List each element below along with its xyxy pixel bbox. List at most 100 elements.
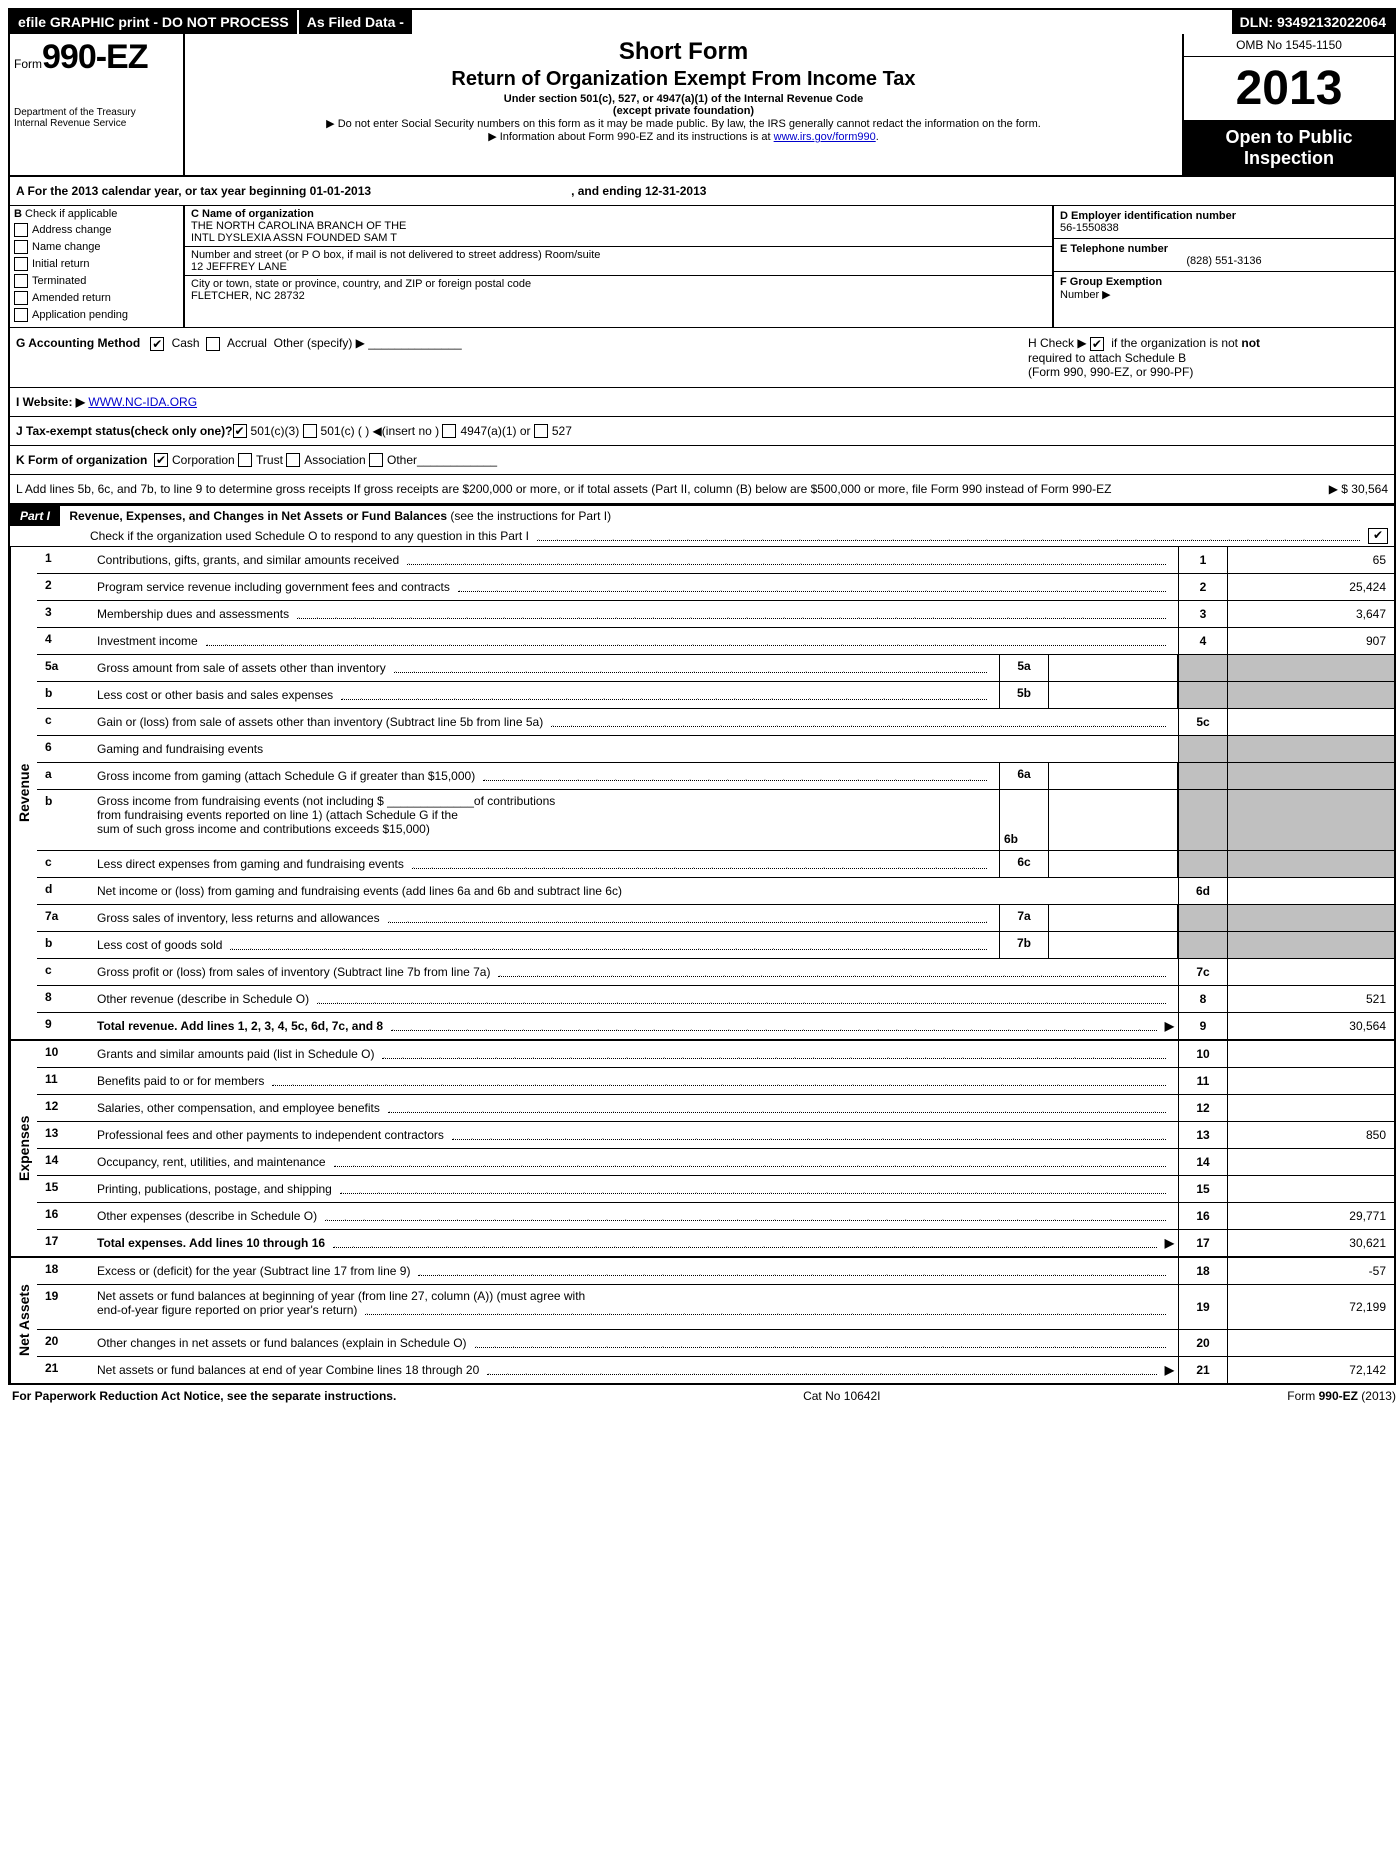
check-amended[interactable]: Amended return (14, 291, 179, 305)
line-box: 16 (1178, 1203, 1227, 1229)
dln-label: DLN: 93492132022064 (1232, 10, 1394, 34)
phone-block: E Telephone number (828) 551-3136 (1054, 239, 1394, 272)
line-val: 30,621 (1227, 1230, 1394, 1256)
line-val: 72,142 (1227, 1357, 1394, 1383)
line-box-grey (1178, 851, 1227, 877)
check-501c[interactable] (303, 424, 317, 438)
check-accrual[interactable] (206, 337, 220, 351)
netassets-lines: 18 Excess or (deficit) for the year (Sub… (37, 1258, 1394, 1383)
section-h: H Check ▶ if the organization is not not… (1028, 336, 1388, 379)
line-box: 10 (1178, 1041, 1227, 1067)
line-val: 65 (1227, 547, 1394, 573)
line-box: 5c (1178, 709, 1227, 735)
line-9: 9 Total revenue. Add lines 1, 2, 3, 4, 5… (37, 1012, 1394, 1039)
line-num: 19 (37, 1285, 93, 1329)
line-box-grey (1178, 905, 1227, 931)
line-11: 11 Benefits paid to or for members 11 (37, 1067, 1394, 1094)
line-box: 2 (1178, 574, 1227, 600)
line-desc: Benefits paid to or for members (97, 1074, 264, 1088)
line-6d: d Net income or (loss) from gaming and f… (37, 877, 1394, 904)
line-val (1227, 1068, 1394, 1094)
check-h[interactable] (1090, 337, 1104, 351)
line-desc: Net assets or fund balances at end of ye… (97, 1363, 479, 1377)
line-val (1227, 1095, 1394, 1121)
line-box: 9 (1178, 1013, 1227, 1039)
i-label: I Website: ▶ (16, 395, 85, 409)
section-k: K Form of organization Corporation Trust… (10, 446, 1394, 475)
line-val: -57 (1227, 1258, 1394, 1284)
check-terminated[interactable]: Terminated (14, 274, 179, 288)
irs-link[interactable]: www.irs.gov/form990 (774, 131, 876, 143)
line-desc: Other expenses (describe in Schedule O) (97, 1209, 317, 1223)
line-num: 20 (37, 1330, 93, 1356)
line-desc: Total expenses. Add lines 10 through 16 (97, 1236, 325, 1250)
l-amount: ▶ $ 30,564 (1238, 482, 1388, 496)
check-address-change[interactable]: Address change (14, 223, 179, 237)
city-label: City or town, state or province, country… (191, 278, 1046, 290)
line-desc: Program service revenue including govern… (97, 580, 450, 594)
check-501c3[interactable] (233, 424, 247, 438)
line-8: 8 Other revenue (describe in Schedule O)… (37, 985, 1394, 1012)
sub-box: 6a (999, 763, 1049, 789)
line-17: 17 Total expenses. Add lines 10 through … (37, 1229, 1394, 1256)
revenue-vlabel: Revenue (10, 547, 37, 1039)
check-other[interactable] (369, 453, 383, 467)
check-4947[interactable] (442, 424, 456, 438)
line-desc: Grants and similar amounts paid (list in… (97, 1047, 374, 1061)
line-val (1227, 709, 1394, 735)
line-desc: Gain or (loss) from sale of assets other… (97, 715, 543, 729)
check-label: Amended return (32, 292, 111, 304)
sub-box: 7a (999, 905, 1049, 931)
k-other: Other (387, 453, 417, 467)
check-application-pending[interactable]: Application pending (14, 308, 179, 322)
line-num: 2 (37, 574, 93, 600)
header: Form990-EZ Department of the Treasury In… (10, 34, 1394, 177)
section-b: B Check if applicable Address change Nam… (10, 206, 185, 327)
sub-box: 6b (999, 790, 1049, 850)
part1-title: Revenue, Expenses, and Changes in Net As… (69, 509, 447, 523)
part1-header: Part I Revenue, Expenses, and Changes in… (10, 504, 1394, 547)
line-val-grey (1227, 905, 1394, 931)
j-opt2: 501(c) ( ) ◀(insert no ) (321, 424, 440, 438)
check-cash[interactable] (150, 337, 164, 351)
line-3: 3 Membership dues and assessments 3 3,64… (37, 600, 1394, 627)
line-val (1227, 1330, 1394, 1356)
j-opt4: 527 (552, 424, 572, 438)
line-1: 1 Contributions, gifts, grants, and simi… (37, 547, 1394, 573)
website-link[interactable]: WWW.NC-IDA.ORG (88, 395, 197, 409)
line-val (1227, 959, 1394, 985)
line-20: 20 Other changes in net assets or fund b… (37, 1329, 1394, 1356)
line-desc2: end-of-year figure reported on prior yea… (97, 1303, 357, 1317)
line-box: 6d (1178, 878, 1227, 904)
line-desc: Investment income (97, 634, 198, 648)
check-corporation[interactable] (154, 453, 168, 467)
check-association[interactable] (286, 453, 300, 467)
line-num: 4 (37, 628, 93, 654)
line-desc: Gross income from gaming (attach Schedul… (97, 769, 475, 783)
section-gh: G Accounting Method Cash Accrual Other (… (10, 328, 1394, 388)
efile-label: efile GRAPHIC print - DO NOT PROCESS (10, 10, 299, 34)
line-val: 850 (1227, 1122, 1394, 1148)
k-label: K Form of organization (16, 453, 147, 467)
check-527[interactable] (534, 424, 548, 438)
check-label: Name change (32, 241, 101, 253)
e-label: E Telephone number (1060, 243, 1388, 255)
line-num: c (37, 709, 93, 735)
line-box: 4 (1178, 628, 1227, 654)
line-15: 15 Printing, publications, postage, and … (37, 1175, 1394, 1202)
line-num: c (37, 959, 93, 985)
check-name-change[interactable]: Name change (14, 240, 179, 254)
city-block: City or town, state or province, country… (185, 276, 1052, 304)
header-right: OMB No 1545-1150 2013 Open to Public Ins… (1182, 34, 1394, 175)
sub-val (1049, 790, 1178, 850)
line-num: c (37, 851, 93, 877)
line-val: 30,564 (1227, 1013, 1394, 1039)
sub-val (1049, 905, 1178, 931)
check-trust[interactable] (238, 453, 252, 467)
line-12: 12 Salaries, other compensation, and emp… (37, 1094, 1394, 1121)
line-val (1227, 1176, 1394, 1202)
line-desc: Gross profit or (loss) from sales of inv… (97, 965, 490, 979)
part1-checkbox[interactable] (1368, 528, 1388, 544)
check-initial-return[interactable]: Initial return (14, 257, 179, 271)
line-5c: c Gain or (loss) from sale of assets oth… (37, 708, 1394, 735)
